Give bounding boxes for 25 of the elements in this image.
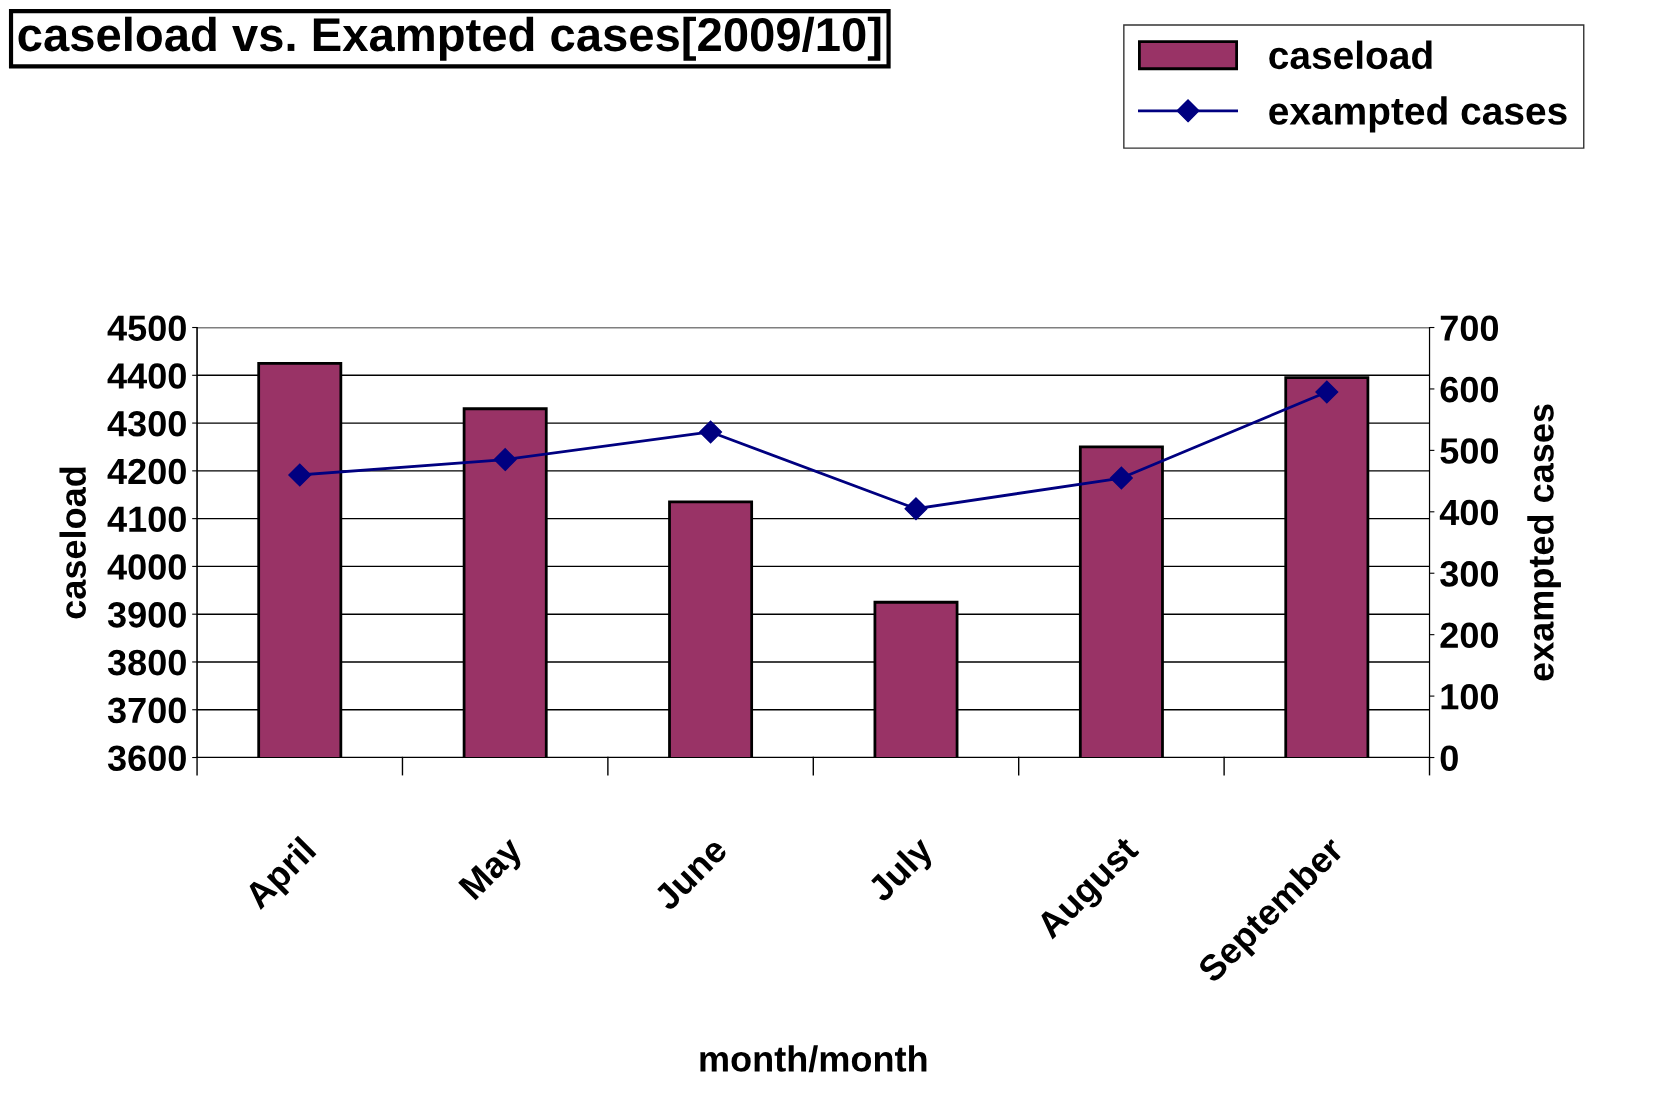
y-tick-label: 4300 xyxy=(107,410,186,437)
y-tick-label: 3800 xyxy=(107,649,186,676)
legend-label: exampted cases xyxy=(1269,96,1567,133)
y2-tick-label: 100 xyxy=(1441,683,1499,710)
y-tick-label: 4500 xyxy=(107,315,186,341)
y-tick-label: 3700 xyxy=(107,697,186,724)
chart-title: caseload vs. Exampted cases[2009/10] xyxy=(18,16,881,61)
legend-label: caseload xyxy=(1269,40,1432,70)
x-axis-title: month/month xyxy=(700,1045,927,1073)
y-tick-label: 4000 xyxy=(107,554,186,580)
y2-tick-label: 0 xyxy=(1440,745,1458,771)
y-axis-title: caseload xyxy=(59,467,86,619)
y2-tick-label: 400 xyxy=(1439,499,1499,526)
y-tick-label: 4400 xyxy=(107,363,186,389)
y-tick-label: 3600 xyxy=(107,745,186,772)
y2-tick-label: 300 xyxy=(1440,561,1499,587)
y2-axis-title: exampted cases xyxy=(1527,404,1561,681)
y2-tick-label: 600 xyxy=(1440,376,1499,403)
y2-tick-label: 200 xyxy=(1440,622,1499,649)
y-tick-label: 4100 xyxy=(107,506,186,533)
y2-tick-label: 700 xyxy=(1440,315,1499,341)
y-tick-label: 4200 xyxy=(107,458,186,485)
y2-tick-label: 500 xyxy=(1440,438,1499,464)
x-tick-label: May xyxy=(458,834,529,906)
y-tick-label: 3900 xyxy=(107,602,186,628)
